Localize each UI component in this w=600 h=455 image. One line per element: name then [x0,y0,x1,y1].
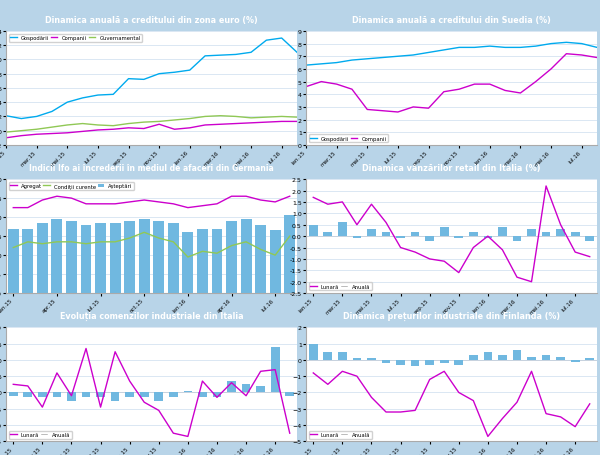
Text: Indicii Ifo ai încrederii în mediul de afaceri din Germania: Indicii Ifo ai încrederii în mediul de a… [29,163,274,172]
Bar [425,237,434,241]
Bar [154,393,163,401]
Bar [52,219,62,455]
Bar [484,352,492,360]
Bar [226,222,237,455]
Bar [9,393,17,396]
Bar [255,225,266,455]
Bar [454,360,463,365]
Legend: Lunară, Anuală: Lunară, Anuală [308,283,371,291]
Bar [271,347,280,393]
Bar [484,237,492,239]
Bar [440,360,449,364]
Bar [124,222,135,455]
Legend: Agregat, Condiții curente, Așteptări: Agregat, Condiții curente, Așteptări [8,182,134,191]
Bar [411,360,419,367]
Bar [125,393,134,398]
Legend: Lunară, Anuală: Lunară, Anuală [8,430,71,439]
Bar [284,216,295,455]
Bar [571,360,580,362]
Bar [256,386,265,393]
Bar [323,232,332,237]
Text: Evoluția comenzilor industriale din Italia: Evoluția comenzilor industriale din Ital… [59,311,244,320]
Legend: Gospodării, Companii, Guvernamental: Gospodării, Companii, Guvernamental [8,35,142,43]
Bar [242,384,250,393]
Bar [411,232,419,237]
Bar [542,355,550,360]
Bar [556,357,565,360]
Bar [82,393,91,398]
Bar [454,237,463,239]
Bar [96,393,105,398]
Bar [53,393,61,398]
Bar [498,228,507,237]
Bar [23,393,32,398]
Legend: Gospodării, Companii: Gospodării, Companii [308,135,388,143]
Bar [169,393,178,398]
Bar [571,232,580,237]
Bar [8,229,19,455]
Bar [556,230,565,237]
Bar [512,237,521,241]
Bar [241,219,251,455]
Bar [309,344,317,360]
Bar [586,359,594,360]
Bar [367,230,376,237]
Legend: Lunară, Anuală: Lunară, Anuală [308,430,371,439]
Bar [382,232,391,237]
Bar [382,360,391,364]
Bar [212,229,223,455]
Bar [140,393,149,398]
Bar [38,393,47,398]
Bar [111,393,119,401]
Bar [527,230,536,237]
Bar [182,233,193,455]
Bar [212,393,221,398]
Bar [512,350,521,360]
Bar [586,237,594,241]
Bar [227,381,236,393]
Bar [270,231,281,455]
Bar [37,223,48,455]
Bar [527,357,536,360]
Bar [338,352,347,360]
Bar [338,223,347,237]
Bar [154,222,164,455]
Bar [110,223,121,455]
Bar [353,359,361,360]
Bar [95,223,106,455]
Bar [168,223,179,455]
Bar [184,391,192,393]
Bar [197,229,208,455]
Bar [139,219,149,455]
Bar [309,225,317,237]
Bar [22,229,33,455]
Text: Dinamica vânzărilor retail din Italia (%): Dinamica vânzărilor retail din Italia (%… [362,163,541,172]
Bar [80,225,91,455]
Bar [425,360,434,365]
Bar [367,359,376,360]
Text: Dinamica prețurilor industriale din Finlanda (%): Dinamica prețurilor industriale din Finl… [343,311,560,320]
Bar [396,360,405,365]
Bar [440,228,449,237]
Bar [469,232,478,237]
Bar [286,393,294,396]
Bar [198,393,207,398]
Bar [353,237,361,239]
Bar [396,237,405,239]
Bar [542,232,550,237]
Bar [323,352,332,360]
Bar [66,222,77,455]
Text: Dinamica anuală a creditului din zona euro (%): Dinamica anuală a creditului din zona eu… [45,15,258,25]
Text: Dinamica anuală a creditului din Suedia (%): Dinamica anuală a creditului din Suedia … [352,15,551,25]
Bar [498,355,507,360]
Bar [67,393,76,401]
Bar [469,355,478,360]
